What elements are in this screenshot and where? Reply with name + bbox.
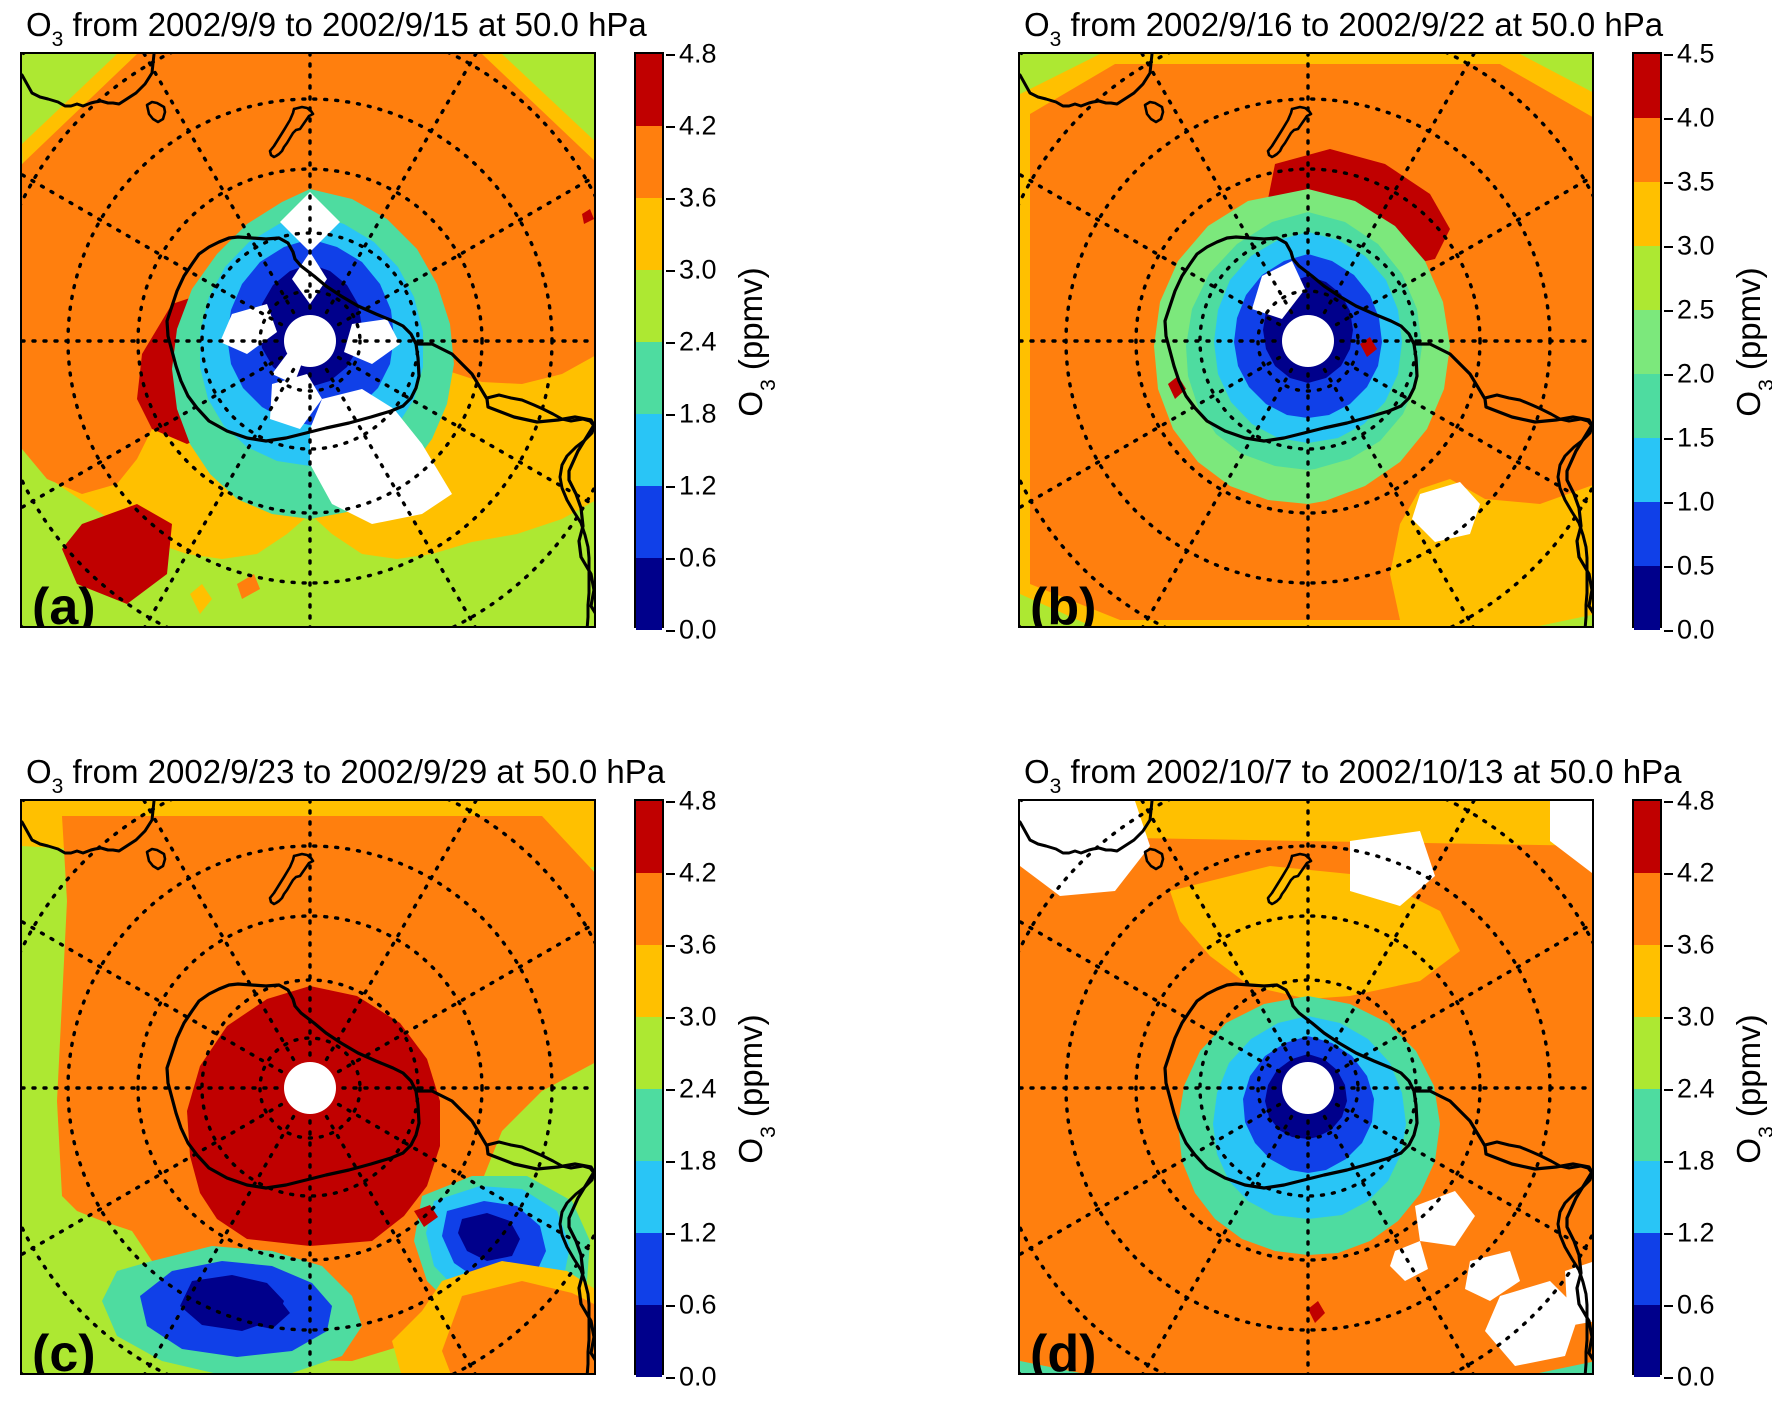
svg-text:(a): (a) [32,578,96,628]
svg-text:(b): (b) [1030,578,1096,628]
svg-text:(d): (d) [1030,1325,1096,1375]
svg-text:(c): (c) [32,1325,96,1375]
